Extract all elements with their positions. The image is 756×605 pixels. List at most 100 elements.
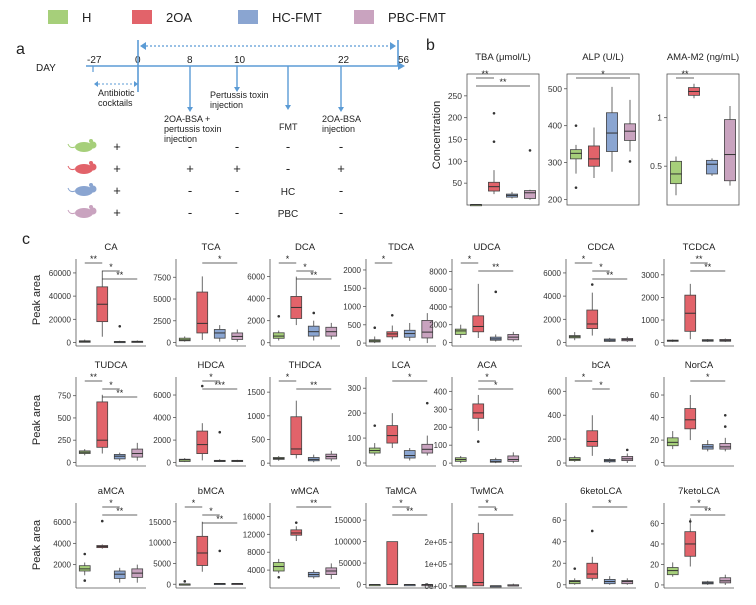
box-H: [454, 324, 467, 339]
significance-label: **: [406, 506, 414, 516]
y-tick-label: 1: [657, 113, 662, 123]
y-tick-label: 2000: [53, 561, 71, 570]
outlier-point: [590, 529, 594, 533]
subplot-title: TCA: [202, 242, 222, 253]
y-tick-label: 0: [167, 339, 172, 348]
grid-cell: -: [188, 183, 192, 198]
box-HC-FMT: [489, 334, 502, 342]
outlier-point: [100, 519, 104, 523]
outlier-point: [277, 314, 281, 318]
y-tick-label: 100: [348, 434, 362, 443]
y-tick-label: 6000: [247, 273, 265, 282]
box-iqr: [719, 577, 732, 584]
box-iqr: [178, 458, 191, 462]
subplot-wMCA: 4000 8000 12000 16000 wMCA**: [243, 486, 340, 589]
subplot-title: ALP (U/L): [582, 52, 624, 63]
text-line: cocktails: [98, 98, 133, 108]
box-iqr: [586, 562, 599, 579]
y-tick-label: 2000: [429, 321, 447, 330]
y-tick-label: 8000: [429, 267, 447, 276]
box-HC-FMT: [113, 452, 126, 461]
mouse-icon: [67, 183, 97, 196]
grid-cell: +: [113, 183, 121, 198]
significance-label: **: [481, 69, 489, 79]
legend-swatch-0: [48, 10, 68, 24]
subplot-title: TCDCA: [683, 242, 716, 253]
outlier-point: [492, 140, 496, 143]
outlier-point: [390, 313, 394, 317]
y-tick-label: 5000: [153, 295, 171, 304]
y-tick-label: 60: [650, 519, 659, 528]
box-PBC-FMT: [507, 583, 520, 587]
y-tick-label: 300: [548, 158, 562, 168]
box-PBC-FMT: [131, 442, 144, 461]
box-PBC-FMT: [421, 435, 434, 456]
y-tick-label: 12000: [243, 530, 266, 539]
box-HC-FMT: [213, 583, 226, 586]
box-PBC-FMT: [325, 322, 338, 340]
box-iqr: [586, 430, 599, 447]
box-H: [666, 431, 679, 450]
significance-label: **: [90, 254, 98, 264]
plot-frame: [666, 73, 740, 206]
box-H: [368, 584, 381, 587]
grid-cell: +: [113, 161, 121, 176]
text-line: Pertussis toxin: [210, 90, 269, 100]
y-tick-label: 200: [348, 409, 362, 418]
outlier-point: [118, 324, 122, 328]
y-tick-label: 10000: [149, 539, 172, 548]
plot-frame: [664, 377, 734, 466]
y-tick-label: 100000: [334, 538, 361, 547]
box-H: [78, 562, 91, 576]
box-iqr: [706, 159, 718, 175]
subplot-title: AMA-M2 (ng/mL): [667, 52, 739, 63]
box-HC-FMT: [603, 458, 616, 464]
box-2OA: [586, 292, 599, 336]
box-PBC-FMT: [421, 313, 434, 344]
y-tick-label: 0: [557, 581, 562, 590]
y-tick-label: 50000: [339, 559, 362, 568]
box-H: [568, 578, 581, 585]
grid-cell: +: [233, 161, 241, 176]
text-line: Antibiotic: [98, 88, 135, 98]
plot-frame: [270, 377, 340, 466]
box-PBC-FMT: [724, 106, 736, 186]
box-H: [78, 449, 91, 456]
box-H: [272, 558, 285, 574]
box-PBC-FMT: [507, 331, 520, 342]
subplot-title: TaMCA: [385, 486, 417, 497]
y-tick-label: 300: [434, 405, 448, 414]
grid-cell: -: [235, 183, 239, 198]
subplot-TDCA: 0 500 1000 1500 2000 TDCA*: [343, 242, 436, 348]
plot-frame: [566, 503, 636, 588]
significance-label: ***: [214, 380, 225, 390]
box-H: [78, 339, 91, 343]
box-H: [666, 339, 679, 342]
text-line: injection: [164, 134, 197, 144]
box-HC-FMT: [403, 448, 416, 461]
y-tick-label: 2000: [641, 293, 659, 302]
y-tick-label: 2000: [343, 266, 361, 275]
y-tick-label: 4000: [247, 295, 265, 304]
box-H: [454, 585, 467, 588]
grid-cell: -: [188, 139, 192, 154]
y-tick-label: 200: [548, 435, 562, 444]
box-iqr: [421, 320, 434, 339]
significance-label: **: [499, 77, 507, 87]
box-2OA: [684, 518, 697, 567]
box-PBC-FMT: [621, 578, 634, 585]
y-tick-label: 15000: [149, 518, 172, 527]
significance-label: *: [192, 498, 196, 508]
y-tick-label: 200: [448, 113, 462, 123]
significance-label: **: [681, 69, 689, 79]
arrowhead: [94, 81, 98, 87]
plot-frame: [664, 503, 734, 588]
y-tick-label: 0: [655, 581, 660, 590]
outlier-point: [723, 414, 727, 417]
subplot-title: TwMCA: [470, 486, 504, 497]
